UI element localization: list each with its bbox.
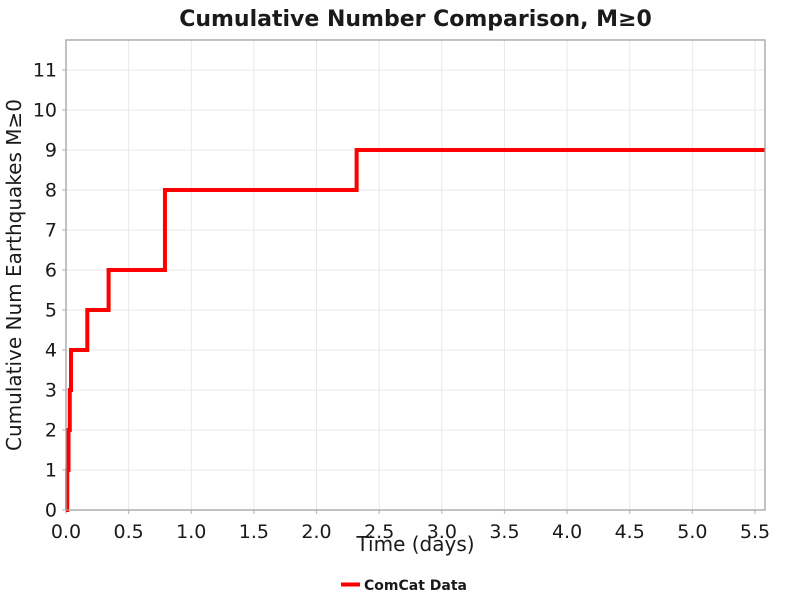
y-tick-label: 6 [45,260,57,282]
legend: ComCat Data [341,578,467,594]
y-axis-label: Cumulative Num Earthquakes M≥0 [2,99,26,451]
x-tick-label: 3.5 [489,521,519,543]
y-tick-label: 9 [45,140,57,162]
y-tick-label: 5 [45,300,57,322]
y-tick-label: 4 [45,340,57,362]
series-line-comcat-data [65,148,765,512]
y-tick-label: 2 [45,420,57,442]
y-tick-label: 0 [45,500,57,522]
legend-label: ComCat Data [364,578,467,594]
x-tick-label: 3.0 [427,521,457,543]
y-tick-label: 7 [45,220,57,242]
x-axis-label: Time (days) [355,532,474,556]
x-tick-label: 5.5 [740,521,770,543]
x-tick-label: 1.0 [176,521,206,543]
x-tick-label: 0.5 [114,521,144,543]
y-tick-label: 10 [33,100,57,122]
x-tick-label: 2.5 [364,521,394,543]
y-tick-label: 11 [33,60,57,82]
x-tick-label: 2.0 [301,521,331,543]
x-tick-label: 0.0 [51,521,81,543]
x-tick-label: 5.0 [677,521,707,543]
x-tick-label: 4.5 [615,521,645,543]
plot-spines [65,39,766,511]
y-tick-label: 8 [45,180,57,202]
x-tick-label: 1.5 [239,521,269,543]
y-tick-label: 3 [45,380,57,402]
chart-title: Cumulative Number Comparison, M≥0 [179,7,652,32]
y-tick-label: 1 [45,460,57,482]
plot-area: 0.0 0.5 1.0 1.5 2.0 2.5 3.0 3.5 4.0 4.5 5.0 5.5 0 1 2 3… [33,39,770,543]
x-tick-label: 4.0 [552,521,582,543]
